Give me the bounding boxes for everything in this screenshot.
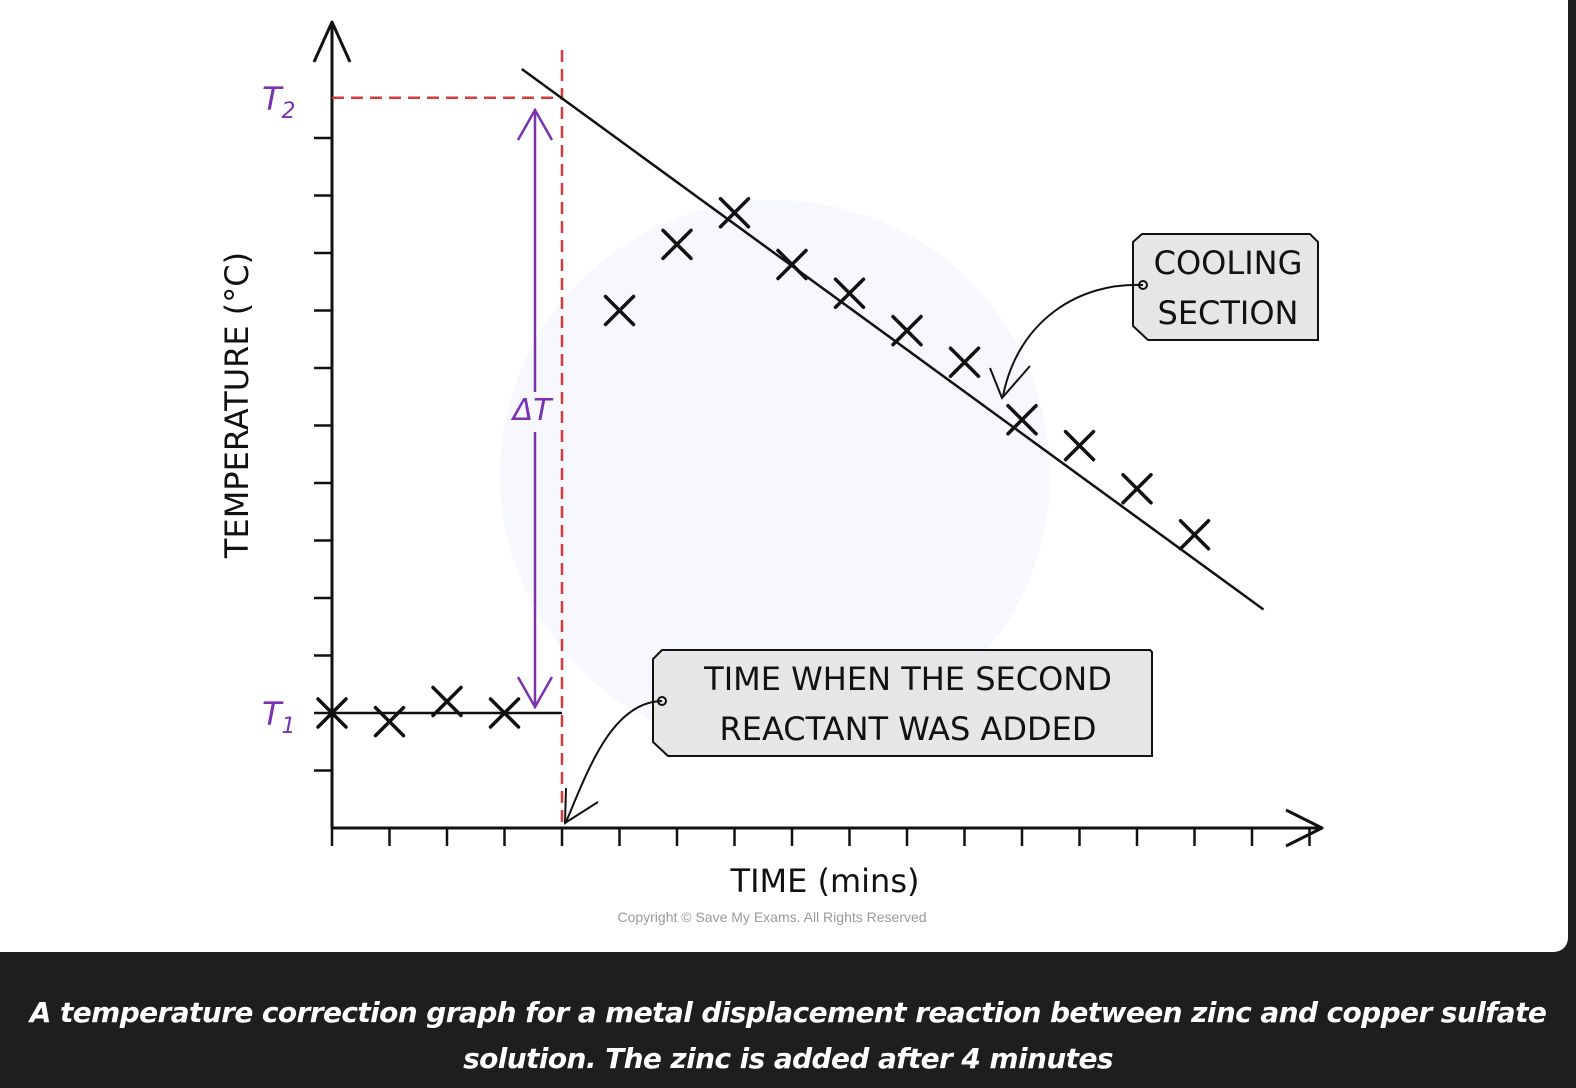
cooling-section-callout-text: SECTION	[1158, 294, 1299, 332]
t1-label: T1	[262, 695, 296, 739]
y-axis-label: TEMPERATURE (°C)	[218, 252, 256, 559]
data-point	[316, 697, 348, 729]
data-point	[1121, 473, 1153, 505]
t2-label: T2	[262, 80, 296, 124]
addition-time-arrowhead	[563, 787, 599, 825]
cooling-extrapolation-line	[521, 67, 1265, 611]
data-point	[833, 277, 866, 309]
data-point	[948, 346, 981, 378]
data-point	[1006, 404, 1038, 436]
data-point	[1063, 429, 1096, 462]
delta-t-arrowhead-up	[516, 107, 554, 141]
data-point	[776, 248, 808, 281]
data-point	[488, 697, 521, 729]
y-axis-arrowhead	[312, 20, 352, 63]
data-point	[718, 197, 751, 229]
figure-caption: A temperature correction graph for a met…	[29, 996, 1547, 1075]
data-point	[373, 705, 406, 738]
data-point	[603, 294, 636, 327]
data-point	[1178, 519, 1211, 551]
cooling-section-callout-box	[1132, 233, 1319, 341]
copyright-text: Copyright © Save My Exams. All Rights Re…	[617, 909, 926, 925]
addition-time-callout-text: TIME WHEN THE SECOND	[703, 660, 1112, 698]
data-point	[891, 314, 923, 347]
data-point	[661, 228, 693, 261]
cooling-section-callout-text: COOLING	[1154, 244, 1303, 282]
cooling-section-arrowhead	[989, 365, 1031, 400]
delta-t-label: ΔT	[511, 393, 555, 428]
delta-t-arrowhead-down	[516, 676, 554, 710]
x-axis-arrowhead	[1285, 808, 1324, 848]
addition-time-pointer	[565, 700, 663, 823]
x-axis-label: TIME (mins)	[730, 862, 920, 900]
addition-time-callout-box	[652, 649, 1153, 757]
cooling-section-pointer	[1002, 283, 1144, 397]
chart-panel: TIME (mins) TEMPERATURE (°C) T1 T2 ΔT COOLING…	[0, 0, 1568, 952]
addition-time-callout-text: REACTANT WAS ADDED	[719, 710, 1096, 748]
data-point	[431, 685, 463, 718]
temperature-correction-chart: TIME (mins) TEMPERATURE (°C) T1 T2 ΔT COOLING…	[218, 20, 1324, 925]
